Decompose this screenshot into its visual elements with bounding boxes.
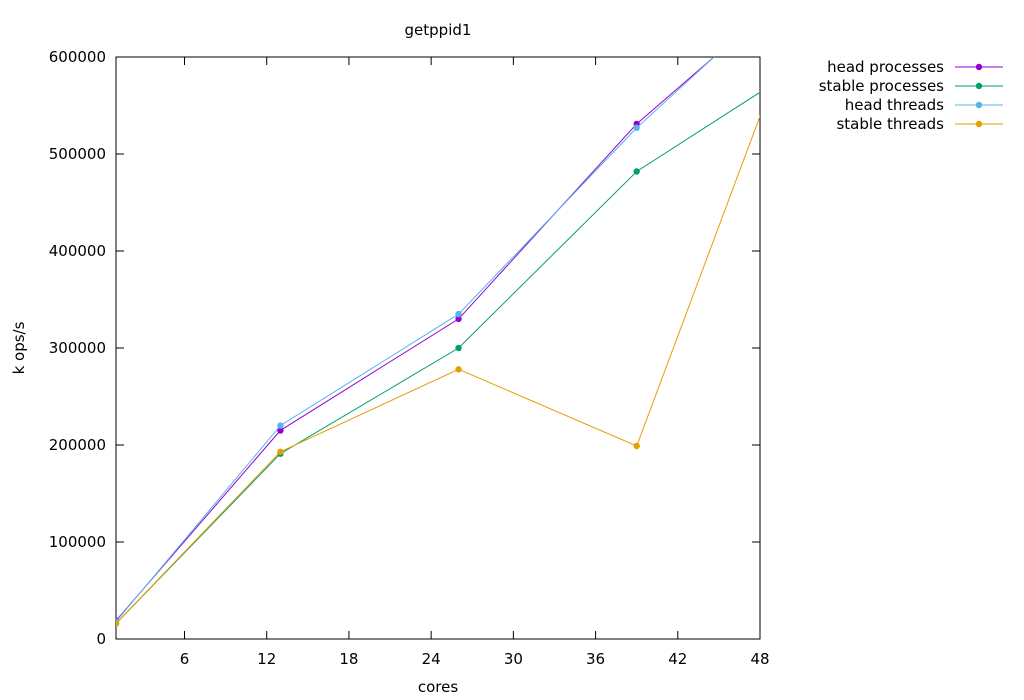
data-point	[116, 620, 120, 627]
data-point	[455, 315, 462, 323]
legend-label: stable threads	[836, 115, 944, 133]
data-point	[277, 422, 284, 429]
x-tick-label: 24	[422, 650, 441, 668]
x-tick-label: 48	[750, 650, 769, 668]
legend-label: head processes	[827, 58, 944, 76]
x-axis: 6 12 18 24 30 36 42 48	[180, 57, 770, 668]
x-axis-label: cores	[418, 678, 458, 696]
x-tick-label: 36	[586, 650, 605, 668]
series-stable-processes	[116, 54, 818, 627]
data-point	[455, 366, 462, 373]
legend-swatch-point	[975, 63, 983, 71]
y-tick-label: 200000	[49, 436, 106, 454]
y-tick-label: 500000	[49, 145, 106, 163]
plot-frame	[115, 56, 761, 640]
y-axis: 0 100000 200000 300000 400000 500000 600000	[49, 48, 760, 648]
data-point	[633, 168, 640, 175]
series-head-threads	[116, 57, 715, 625]
data-point	[455, 310, 462, 318]
x-tick-label: 42	[668, 650, 687, 668]
x-tick-label: 18	[339, 650, 358, 668]
legend-swatch-point	[975, 101, 983, 109]
legend-label: head threads	[845, 96, 944, 114]
y-axis-label: k ops/s	[10, 321, 28, 374]
data-point	[277, 427, 284, 434]
y-tick-label: 600000	[49, 48, 106, 66]
series-line	[116, 91, 760, 624]
data-point	[277, 448, 284, 455]
x-tick-label: 30	[504, 650, 523, 668]
series-stable-threads	[116, 114, 760, 627]
y-tick-label: 0	[96, 630, 106, 648]
legend-swatch-point	[975, 120, 983, 128]
x-tick-label: 12	[257, 650, 276, 668]
legend-swatch-point	[975, 82, 983, 90]
series-line	[116, 57, 715, 621]
y-tick-label: 400000	[49, 242, 106, 260]
data-point	[812, 54, 818, 60]
x-tick-label: 6	[180, 650, 190, 668]
series-layer	[116, 54, 818, 627]
series-head-processes	[116, 57, 715, 624]
y-tick-label: 300000	[49, 339, 106, 357]
data-point	[633, 124, 640, 132]
data-point	[455, 344, 462, 352]
y-tick-label: 100000	[49, 533, 106, 551]
data-point	[633, 442, 640, 450]
legend-label: stable processes	[819, 77, 944, 95]
chart-title: getppid1	[405, 21, 472, 39]
